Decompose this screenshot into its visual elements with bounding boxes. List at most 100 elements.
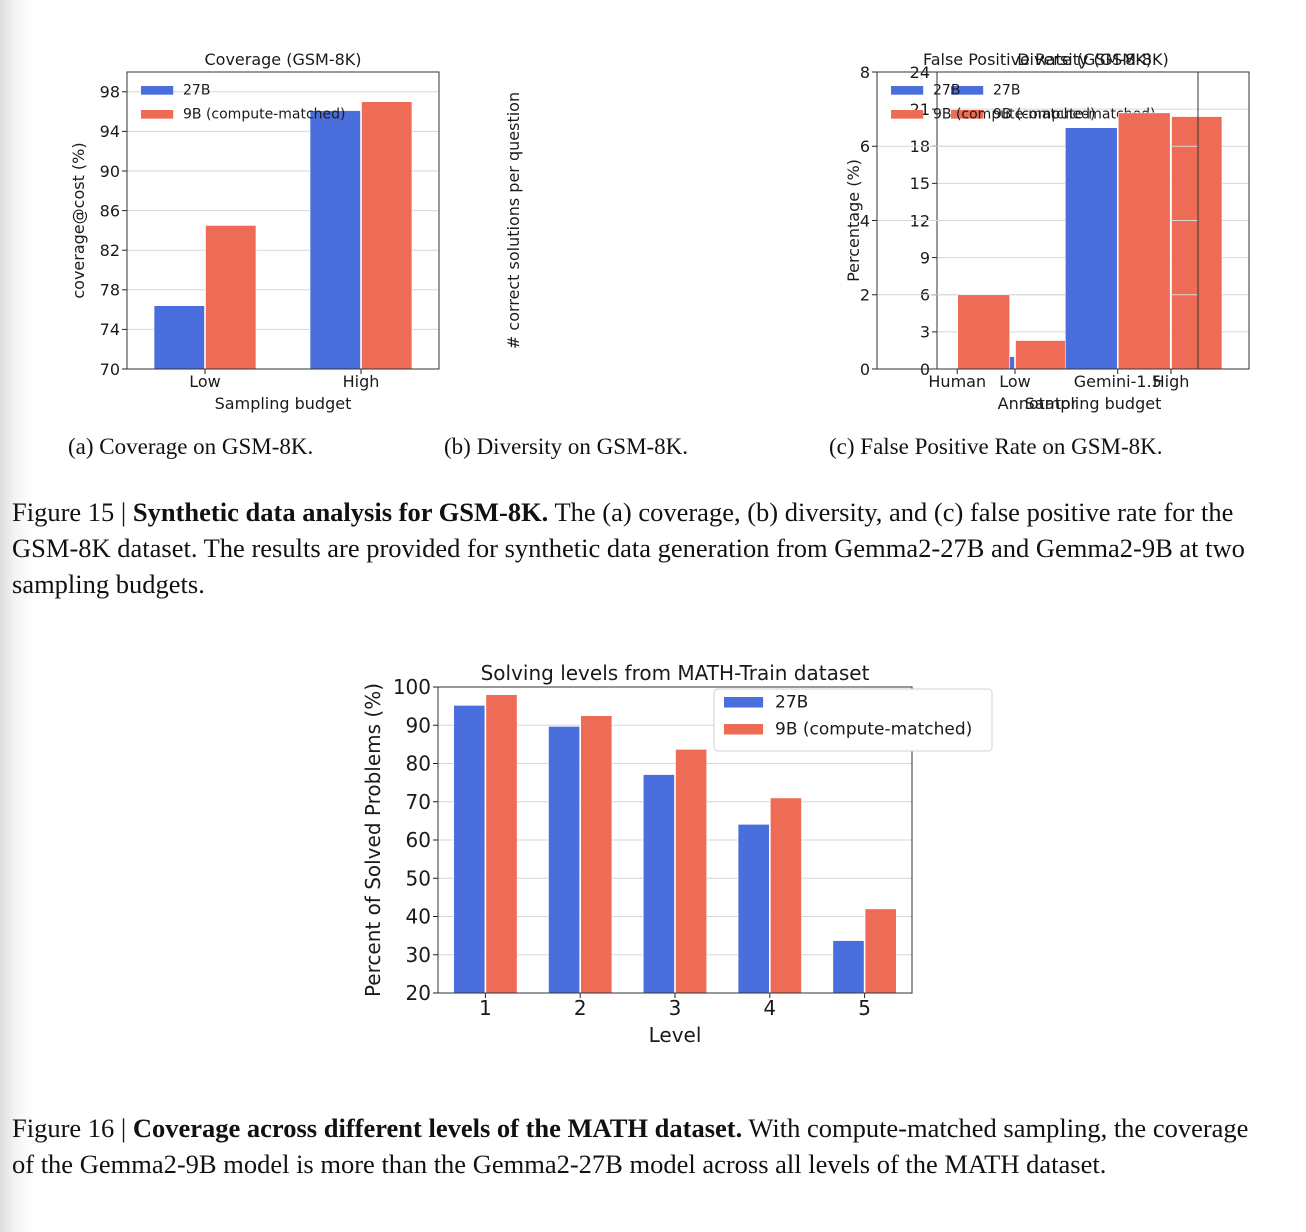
y-axis-label: # correct solutions per question — [504, 92, 523, 349]
x-tick-label: Human — [928, 372, 986, 391]
y-tick-label: 80 — [406, 752, 431, 776]
coverage-chart: 70 74 78 82 86 90 94 98 Low High Coverage (GSM-8K)… — [69, 50, 440, 413]
y-tick-label: 9 — [920, 248, 930, 267]
x-tick-label: Low — [189, 372, 221, 391]
y-tick-label: 60 — [406, 828, 431, 852]
x-tick-label: 3 — [669, 996, 682, 1020]
plot-frame — [126, 71, 440, 370]
legend: 27B 9B (compute-matched) — [141, 83, 345, 123]
bar-27b — [832, 940, 865, 994]
y-tick-label: 30 — [406, 943, 431, 967]
subcaption-a: (a) Coverage on GSM-8K. — [68, 434, 314, 459]
bar-9b — [580, 715, 613, 994]
bar-9b — [675, 749, 708, 994]
y-axis-label: Percentage (%) — [844, 159, 863, 282]
legend-swatch — [141, 110, 174, 119]
legend-label: 9B (compute-matched) — [933, 107, 1095, 123]
figure-15-label: Figure 15 | — [12, 497, 127, 527]
y-tick-label: 78 — [100, 281, 120, 300]
plot-frame — [876, 71, 1199, 370]
y-tick-label: 90 — [406, 713, 431, 737]
y-tick-label: 100 — [393, 675, 431, 699]
chart-title: Coverage (GSM-8K) — [204, 50, 361, 69]
y-tick-label: 90 — [100, 162, 120, 181]
x-tick-label: Gemini-1.5 — [1074, 372, 1162, 391]
x-axis-label: Sampling budget — [1025, 394, 1162, 413]
chart-title: Solving levels from MATH-Train dataset — [481, 661, 870, 685]
y-tick-label: 70 — [100, 360, 120, 379]
x-tick-label: 5 — [858, 996, 871, 1020]
chart-title: False Positive Rate (GSM-8K) — [923, 50, 1152, 69]
y-tick-label: 20 — [406, 981, 431, 1005]
legend-swatch — [951, 110, 984, 119]
y-tick-label: 8 — [860, 63, 870, 82]
legend: 27B 9B (compute-matched) — [951, 83, 1155, 123]
legend-label: 27B — [183, 83, 210, 99]
figure-15-caption: Figure 15 | Synthetic data analysis for … — [12, 494, 1274, 602]
y-tick-label: 6 — [860, 137, 870, 156]
x-tick-label: 2 — [574, 996, 587, 1020]
y-tick-label: 0 — [860, 360, 870, 379]
x-axis-label: Level — [649, 1023, 702, 1047]
legend-label: 27B — [993, 83, 1020, 99]
bar-27b — [309, 110, 361, 370]
legend: 27B 9B (compute-matched) — [713, 688, 993, 752]
bar-27b — [1064, 127, 1118, 370]
y-tick-label: 3 — [920, 323, 930, 342]
figure-15-text: The (a) coverage, (b) diversity, and (c)… — [12, 497, 1245, 599]
legend-label: 27B — [775, 693, 808, 713]
x-tick-label: Low — [999, 372, 1031, 391]
subcaption-c: (c) False Positive Rate on GSM-8K. — [829, 434, 1163, 459]
bar-9b — [205, 225, 257, 370]
y-tick-label: 74 — [100, 320, 120, 339]
bar-9b — [769, 797, 802, 994]
figure-16-title: Coverage across different levels of the … — [132, 1113, 743, 1143]
y-tick-label: 2 — [860, 286, 870, 305]
legend-swatch — [724, 697, 764, 708]
bar-9b — [1015, 340, 1067, 370]
figure-15-title: Synthetic data analysis for GSM-8K. — [132, 497, 549, 527]
bar-9b — [864, 908, 897, 994]
x-tick-label: 4 — [763, 996, 776, 1020]
bar-27b — [453, 705, 486, 994]
legend-label: 27B — [933, 83, 960, 99]
y-tick-label: 94 — [100, 122, 120, 141]
math-levels-chart: 20 30 40 50 60 70 80 90 100 1 2 3 4 5 Solving levels f… — [361, 661, 993, 1047]
bar-9b — [1117, 112, 1171, 370]
legend-label: 9B (compute-matched) — [993, 107, 1155, 123]
y-tick-label: 98 — [100, 83, 120, 102]
bar-9b — [361, 101, 413, 370]
y-tick-label: 70 — [406, 790, 431, 814]
legend: 27B 9B (compute-matched) — [891, 83, 1095, 123]
y-tick-label: 40 — [406, 905, 431, 929]
bar-27b — [737, 824, 770, 994]
x-tick-label: High — [343, 372, 380, 391]
figure-16-text: With compute-matched sampling, the cover… — [12, 1113, 1249, 1179]
subcaption-b: (b) Diversity on GSM-8K. — [444, 434, 689, 459]
x-axis-label: Sampling budget — [215, 394, 352, 413]
legend-swatch — [724, 724, 764, 735]
y-tick-label: 4 — [860, 211, 870, 230]
legend-box — [713, 688, 993, 752]
legend-swatch — [891, 110, 924, 119]
legend-swatch — [891, 86, 924, 95]
bar-27b — [153, 305, 205, 370]
figure-16-label: Figure 16 | — [12, 1113, 127, 1143]
figure-16-caption: Figure 16 | Coverage across different le… — [12, 1110, 1274, 1182]
bar-27b — [642, 774, 675, 994]
bar-27b — [548, 726, 581, 994]
legend-label: 9B (compute-matched) — [183, 107, 345, 123]
x-tick-label: High — [1153, 372, 1190, 391]
y-axis-label: coverage@cost (%) — [69, 142, 88, 298]
bar-9b — [1171, 116, 1223, 370]
bar-9b — [485, 694, 518, 994]
chart-title: Diversity (GSM-8K) — [1017, 50, 1169, 69]
legend-swatch — [141, 86, 174, 95]
bar-9b — [957, 294, 1011, 370]
y-tick-label: 15 — [910, 174, 930, 193]
y-tick-label: 82 — [100, 241, 120, 260]
plot-frame — [437, 686, 913, 994]
x-tick-label: 1 — [479, 996, 492, 1020]
legend-label: 9B (compute-matched) — [775, 720, 972, 740]
